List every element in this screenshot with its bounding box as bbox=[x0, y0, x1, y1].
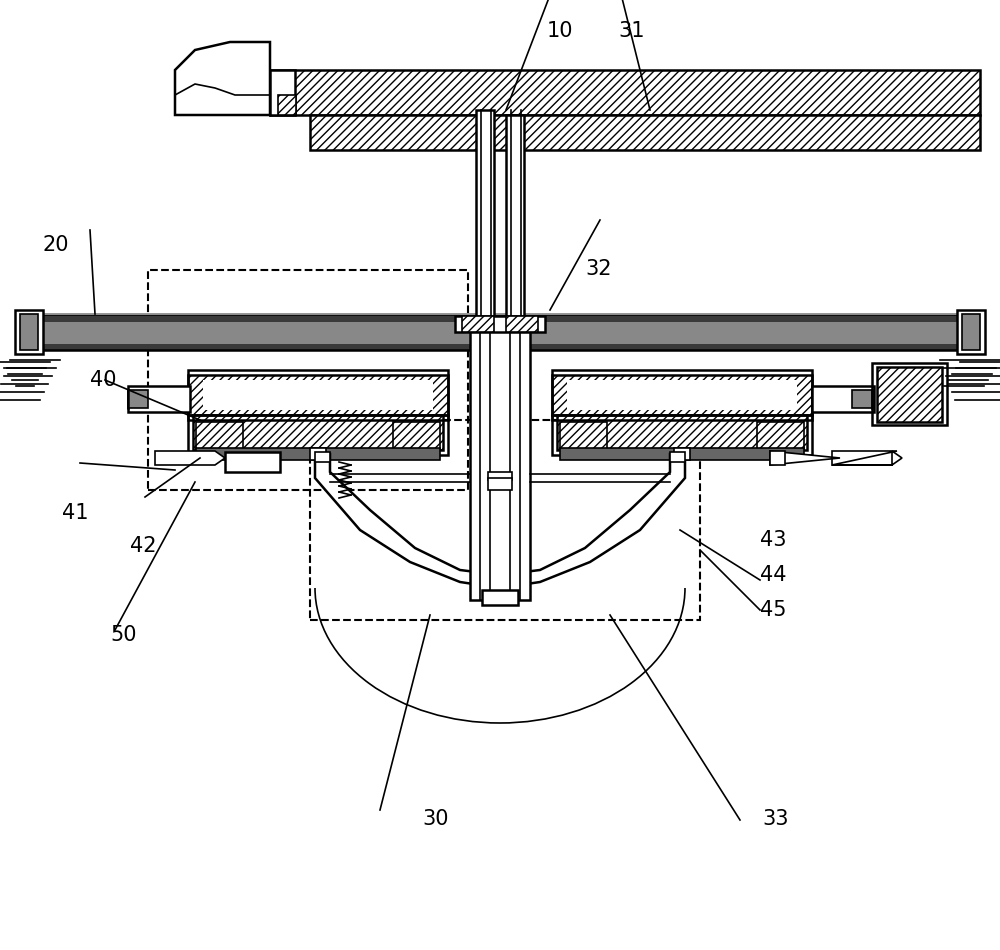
Bar bbox=[812, 386, 874, 412]
Polygon shape bbox=[196, 422, 243, 450]
Bar bbox=[957, 310, 985, 354]
Bar bbox=[552, 370, 812, 420]
Bar bbox=[128, 390, 148, 408]
Bar bbox=[203, 380, 433, 410]
Polygon shape bbox=[315, 454, 685, 588]
Text: 33: 33 bbox=[762, 808, 788, 829]
Polygon shape bbox=[155, 451, 225, 465]
Bar bbox=[20, 314, 38, 350]
Bar bbox=[310, 115, 980, 150]
Polygon shape bbox=[770, 451, 840, 465]
Polygon shape bbox=[175, 42, 270, 115]
Polygon shape bbox=[757, 422, 804, 450]
Bar bbox=[188, 370, 448, 420]
Polygon shape bbox=[832, 451, 897, 465]
Bar bbox=[506, 316, 538, 332]
Text: 44: 44 bbox=[760, 564, 786, 585]
Polygon shape bbox=[393, 422, 440, 450]
Text: 32: 32 bbox=[585, 258, 612, 279]
Bar bbox=[310, 420, 700, 620]
Bar bbox=[482, 590, 518, 605]
Text: 45: 45 bbox=[760, 599, 786, 620]
Bar bbox=[128, 386, 190, 412]
Text: 10: 10 bbox=[547, 21, 574, 42]
Bar bbox=[670, 452, 685, 462]
Bar bbox=[188, 415, 448, 455]
Bar bbox=[852, 390, 872, 408]
Bar bbox=[462, 316, 494, 332]
Bar bbox=[188, 375, 448, 415]
Bar bbox=[488, 478, 512, 490]
Text: 40: 40 bbox=[90, 370, 116, 390]
Polygon shape bbox=[560, 422, 607, 450]
Bar bbox=[962, 314, 980, 350]
Text: 30: 30 bbox=[422, 808, 448, 829]
Bar bbox=[872, 363, 947, 425]
Bar bbox=[488, 472, 512, 480]
Bar bbox=[310, 448, 326, 460]
Text: 42: 42 bbox=[130, 536, 156, 557]
Text: 31: 31 bbox=[618, 21, 644, 42]
Bar bbox=[567, 380, 797, 410]
Bar bbox=[148, 270, 468, 490]
Bar bbox=[196, 448, 440, 460]
Bar bbox=[270, 70, 980, 115]
Bar bbox=[877, 367, 942, 422]
Bar bbox=[15, 310, 43, 354]
Bar bbox=[552, 375, 812, 415]
Bar bbox=[560, 448, 804, 460]
Bar bbox=[30, 314, 970, 350]
Bar bbox=[674, 448, 690, 460]
Polygon shape bbox=[832, 451, 902, 465]
Text: 20: 20 bbox=[42, 235, 68, 256]
Bar bbox=[30, 322, 970, 344]
Text: 43: 43 bbox=[760, 529, 786, 550]
Bar bbox=[552, 415, 812, 455]
Bar bbox=[270, 70, 295, 115]
Bar bbox=[557, 415, 807, 450]
Bar bbox=[278, 95, 296, 115]
Bar bbox=[476, 110, 494, 320]
Text: 41: 41 bbox=[62, 503, 88, 523]
Bar bbox=[315, 452, 330, 462]
Bar bbox=[470, 320, 530, 600]
Bar bbox=[455, 316, 545, 332]
Text: 50: 50 bbox=[110, 624, 136, 645]
Bar bbox=[225, 452, 280, 472]
Bar bbox=[193, 415, 443, 450]
Bar bbox=[770, 451, 785, 465]
Bar bbox=[506, 115, 524, 320]
